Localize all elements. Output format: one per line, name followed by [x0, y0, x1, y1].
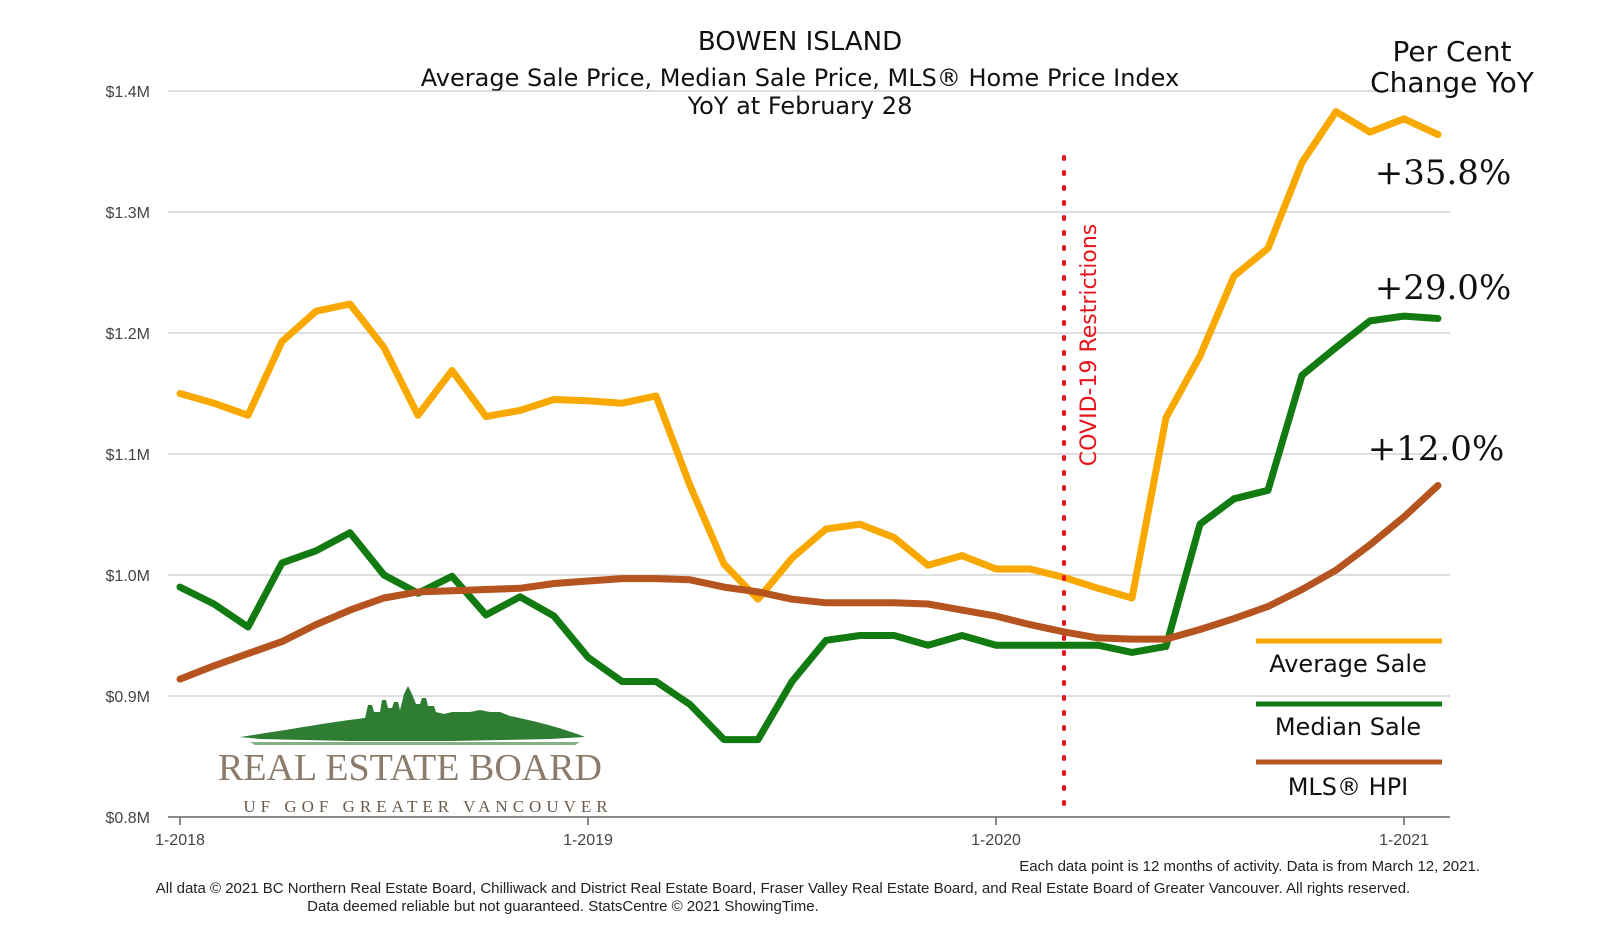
logo-water-icon — [250, 742, 580, 745]
disclaimer-note: Data deemed reliable but not guaranteed.… — [307, 898, 819, 915]
mls-hpi-line — [176, 482, 1442, 683]
average-sale-line — [176, 108, 1442, 603]
legend: Average Sale Median Sale MLS® HPI — [1256, 638, 1442, 801]
legend-label-hpi: MLS® HPI — [1288, 773, 1409, 801]
x-tick-label: 1-2021 — [1379, 832, 1429, 849]
covid-label: COVID-19 Restrictions — [1077, 224, 1102, 466]
x-axis: 1-2018 1-2019 1-2020 1-2021 — [155, 817, 1429, 849]
y-axis-tick-labels: $0.8M $0.9M $1.0M $1.1M $1.2M $1.3M $1.4M — [106, 84, 150, 827]
y-tick-label: $1.2M — [106, 326, 150, 343]
x-tick-label: 1-2020 — [971, 832, 1021, 849]
legend-label-median: Median Sale — [1275, 713, 1421, 741]
y-tick-label: $1.1M — [106, 447, 150, 464]
median-sale-line — [176, 312, 1442, 744]
y-tick-label: $1.4M — [106, 84, 150, 101]
gridlines — [168, 90, 1450, 818]
covid-annotation: COVID-19 Restrictions — [1062, 155, 1102, 812]
y-tick-label: $0.8M — [106, 810, 150, 827]
x-tick-label: 1-2018 — [155, 832, 205, 849]
y-tick-label: $1.0M — [106, 568, 150, 585]
y-tick-label: $1.3M — [106, 205, 150, 222]
series-lines — [176, 108, 1442, 744]
logo-skyline-icon — [240, 686, 585, 741]
logo-name: REAL ESTATE BOARD — [218, 747, 602, 789]
chart-title: BOWEN ISLAND — [698, 27, 902, 57]
logo-subtitle: UF GOF GREATER VANCOUVER — [243, 797, 612, 816]
y-tick-label: $0.9M — [106, 689, 150, 706]
x-tick-label: 1-2019 — [563, 832, 613, 849]
percent-change-median: +29.0% — [1375, 268, 1512, 308]
copyright-note: All data © 2021 BC Northern Real Estate … — [156, 880, 1410, 897]
percent-change-hpi: +12.0% — [1368, 429, 1505, 469]
percent-change-header-line-1: Per Cent — [1392, 35, 1511, 68]
data-note: Each data point is 12 months of activity… — [1019, 858, 1480, 875]
real-estate-board-logo: REAL ESTATE BOARD UF GOF GREATER VANCOUV… — [218, 686, 612, 816]
chart-subtitle-line-2: YoY at February 28 — [687, 92, 913, 120]
chart-subtitle-line-1: Average Sale Price, Median Sale Price, M… — [421, 64, 1179, 92]
legend-label-average: Average Sale — [1269, 650, 1427, 678]
percent-change-header-line-2: Change YoY — [1370, 66, 1535, 99]
percent-change-average: +35.8% — [1375, 153, 1512, 193]
